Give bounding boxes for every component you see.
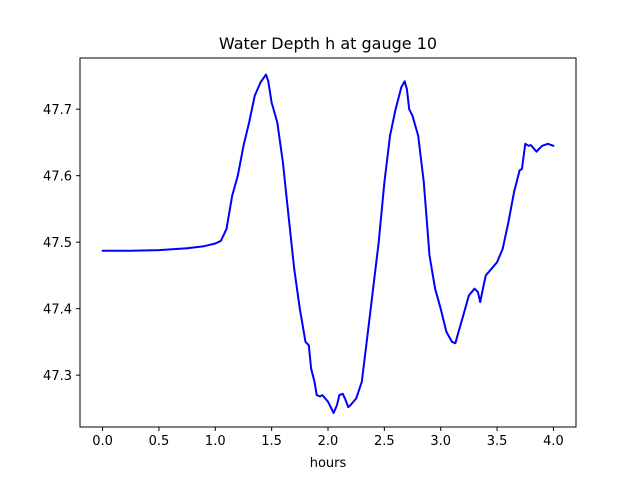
y-tick-label: 47.3 <box>43 369 72 384</box>
x-tick-label: 3.0 <box>430 434 451 449</box>
x-axis-label: hours <box>310 456 347 471</box>
x-tick-label: 1.5 <box>261 434 282 449</box>
x-axis-ticks: 0.0 0.5 1.0 1.5 2.0 2.5 3.0 3.5 4.0 <box>92 427 564 449</box>
x-tick-label: 0.0 <box>92 434 113 449</box>
plot-area <box>80 58 576 427</box>
x-tick-label: 0.5 <box>149 434 170 449</box>
y-tick-label: 47.5 <box>43 236 72 251</box>
y-tick-label: 47.4 <box>43 303 72 318</box>
x-tick-label: 2.0 <box>318 434 339 449</box>
y-tick-label: 47.6 <box>43 170 72 185</box>
x-tick-label: 4.0 <box>543 434 564 449</box>
x-tick-label: 1.0 <box>205 434 226 449</box>
series-line <box>101 73 555 414</box>
x-tick-label: 2.5 <box>374 434 395 449</box>
y-axis-ticks: 47.3 47.4 47.5 47.6 47.7 <box>43 103 80 384</box>
chart-title: Water Depth h at gauge 10 <box>219 34 437 53</box>
series-layer <box>101 73 555 414</box>
x-tick-label: 3.5 <box>487 434 508 449</box>
y-tick-label: 47.7 <box>43 103 72 118</box>
